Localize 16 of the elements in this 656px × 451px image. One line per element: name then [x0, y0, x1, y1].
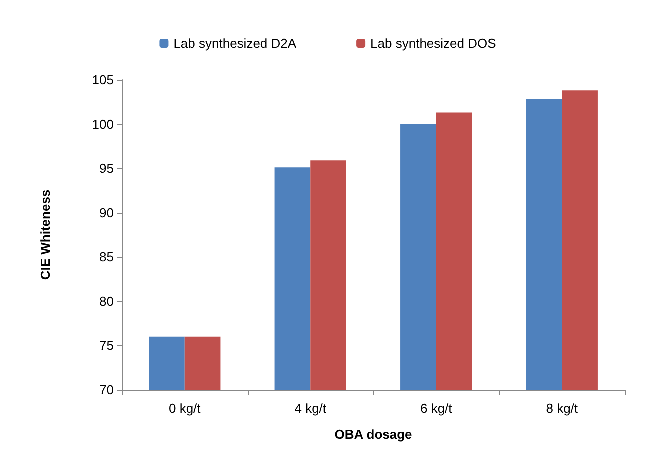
- x-tick-label: 6 kg/t: [420, 401, 453, 416]
- x-tick-label: 0 kg/t: [168, 401, 202, 416]
- y-tick-label: 90: [100, 205, 114, 220]
- y-tick-label: 105: [92, 72, 114, 88]
- y-axis-title: CIE Whiteness: [38, 190, 53, 280]
- legend-label: Lab synthesized DOS: [370, 36, 497, 51]
- y-tick-label: 100: [92, 116, 114, 132]
- legend-label: Lab synthesized D2A: [174, 36, 297, 51]
- y-tick-label: 70: [100, 382, 114, 398]
- y-tick-label: 75: [100, 338, 114, 354]
- x-axis-title: OBA dosage: [334, 427, 412, 442]
- x-tick-label: 8 kg/t: [546, 401, 578, 416]
- y-tick-label: 80: [100, 294, 114, 309]
- y-tick-label: 85: [100, 250, 114, 265]
- x-tick-label: 4 kg/t: [294, 401, 327, 416]
- y-tick-label: 95: [100, 161, 114, 176]
